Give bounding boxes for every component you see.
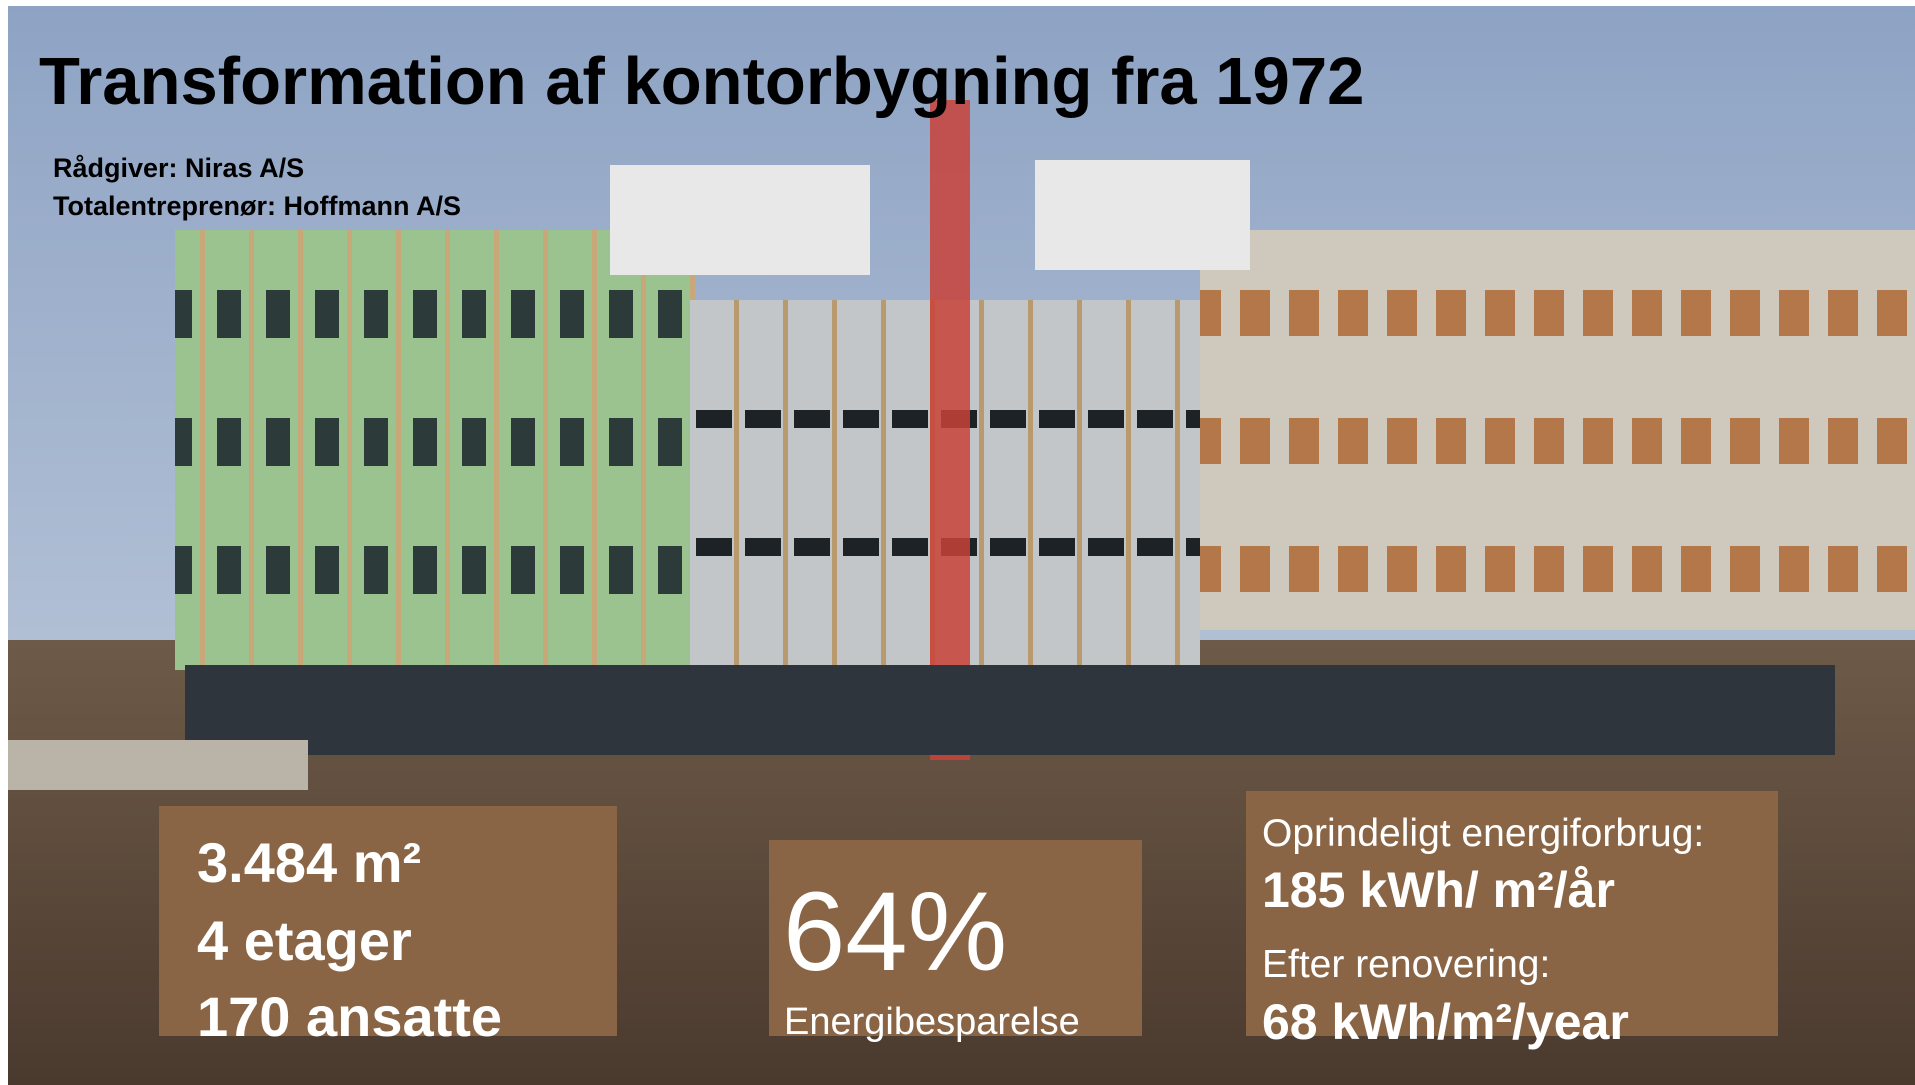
title: Transformation af kontorbygning fra 1972 bbox=[39, 44, 1364, 119]
stat-line: 4 etager bbox=[197, 909, 412, 972]
lift-mast bbox=[930, 100, 970, 760]
box-background bbox=[159, 806, 617, 1036]
plinth bbox=[185, 665, 1835, 755]
subtitle-line: Totalentreprenør: Hoffmann A/S bbox=[53, 191, 461, 221]
roof-cover bbox=[1035, 160, 1250, 270]
green-facade bbox=[175, 230, 695, 670]
stat-box: 64% Energibesparelse bbox=[769, 840, 1142, 1043]
stat-label: Efter renovering: bbox=[1262, 943, 1550, 986]
box-background bbox=[1246, 791, 1778, 1036]
roof-cover bbox=[610, 165, 870, 275]
stat-line: 170 ansatte bbox=[197, 985, 502, 1048]
big-number: 64% bbox=[783, 869, 1007, 994]
stat-value: 68 kWh/m²/year bbox=[1262, 994, 1629, 1050]
stat-box: Oprindeligt energiforbrug: 185 kWh/ m²/å… bbox=[1246, 791, 1778, 1050]
stat-label: Oprindeligt energiforbrug: bbox=[1262, 812, 1704, 855]
stat-line: 3.484 m² bbox=[197, 831, 421, 894]
title-block: Transformation af kontorbygning fra 1972… bbox=[39, 44, 1364, 221]
blocks bbox=[8, 740, 308, 790]
subtitle-line: Rådgiver: Niras A/S bbox=[53, 153, 304, 183]
box-background bbox=[769, 840, 1142, 1036]
caption: Energibesparelse bbox=[784, 1001, 1080, 1043]
concrete-facade bbox=[1200, 230, 1915, 630]
stat-value: 185 kWh/ m²/år bbox=[1262, 862, 1615, 918]
stat-box: 3.484 m² 4 etager 170 ansatte bbox=[159, 806, 617, 1048]
